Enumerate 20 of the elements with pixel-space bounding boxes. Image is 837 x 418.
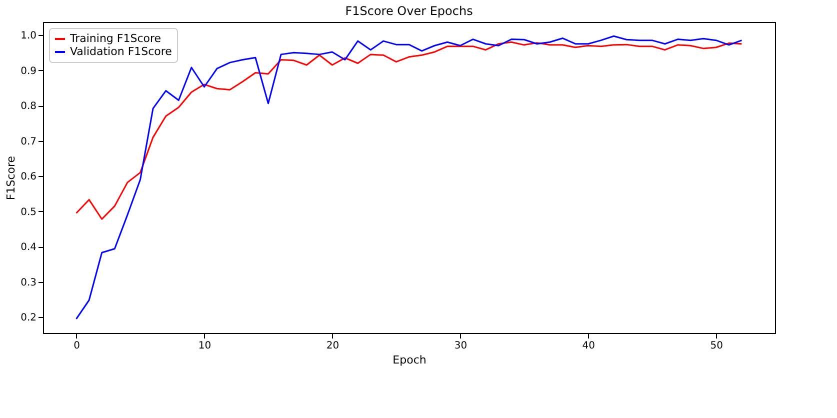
x-tick-label: 40 [582, 340, 596, 352]
y-tick-label: 0.5 [20, 206, 36, 218]
legend-label: Training F1Score [69, 32, 162, 45]
y-tick-label: 1.0 [20, 30, 36, 42]
y-tick-label: 0.7 [20, 136, 36, 148]
x-tick-label: 30 [454, 340, 468, 352]
x-axis-title: Epoch [392, 354, 426, 366]
y-tick-label: 0.6 [20, 172, 36, 183]
y-tick-label: 0.4 [20, 242, 36, 254]
y-tick-label: 0.2 [20, 312, 36, 324]
x-tick-label: 0 [74, 340, 80, 352]
legend-label: Validation F1Score [70, 45, 172, 58]
y-tick-label: 0.8 [20, 101, 36, 112]
chart-title: F1Score Over Epochs [345, 4, 473, 18]
y-tick-label: 0.3 [20, 277, 36, 288]
x-tick-label: 20 [326, 340, 340, 352]
x-tick-label: 50 [710, 340, 723, 352]
y-axis-title: F1Score [4, 156, 18, 200]
y-tick-label: 0.9 [20, 66, 36, 77]
x-tick-label: 10 [198, 340, 212, 352]
